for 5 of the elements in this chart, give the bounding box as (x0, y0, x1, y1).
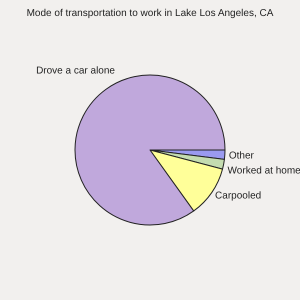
slice-label: Worked at home (228, 165, 300, 176)
slice-label: Other (228, 150, 255, 162)
slice-label: Drove a car alone (36, 66, 116, 76)
slice-label: Carpooled (215, 190, 262, 202)
chart-title: Mode of transportation to work in Lake Los Angeles, CA (26, 8, 274, 19)
